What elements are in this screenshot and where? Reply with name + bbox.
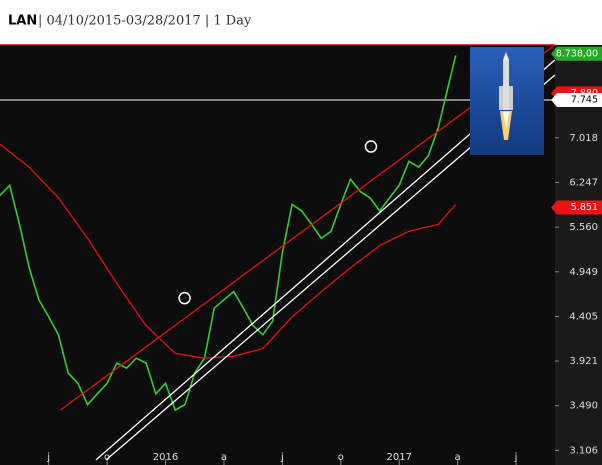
price-tag bbox=[551, 200, 602, 215]
x-tick-label: j bbox=[280, 452, 284, 463]
event-marker bbox=[364, 140, 378, 153]
y-tick-label: 7.018 bbox=[569, 133, 598, 144]
price-tag bbox=[551, 46, 602, 61]
y-tick-label: 4.949 bbox=[569, 267, 598, 278]
x-tick-label: j bbox=[514, 452, 518, 463]
chart-title: | 04/10/2015-03/28/2017 | 1 Day bbox=[38, 14, 252, 29]
price-tag-label: 5.851 bbox=[571, 202, 598, 213]
y-tick-label: 4.405 bbox=[569, 311, 598, 322]
price-tag-label: 7.745 bbox=[571, 95, 598, 106]
y-axis-area bbox=[555, 45, 602, 465]
x-tick-label: 2017 bbox=[386, 452, 411, 463]
x-tick-label: a bbox=[221, 452, 227, 463]
rocket-image bbox=[470, 47, 544, 155]
x-tick-label: j bbox=[46, 452, 50, 463]
series-line bbox=[0, 55, 457, 412]
x-tick-label: 2016 bbox=[153, 452, 178, 463]
x-tick-label: o bbox=[104, 452, 110, 463]
y-tick-label: 6.247 bbox=[569, 177, 598, 188]
event-marker bbox=[178, 291, 191, 305]
x-tick-label: a bbox=[455, 452, 461, 463]
price-tag-label: 8.738,00 bbox=[556, 48, 598, 59]
price-tag bbox=[551, 93, 602, 108]
series-line bbox=[0, 143, 457, 359]
y-tick-label: 5.560 bbox=[569, 222, 598, 233]
plot-area bbox=[0, 45, 555, 465]
y-tick-label: 3.921 bbox=[569, 356, 598, 367]
header bbox=[0, 0, 602, 45]
ticker: LAN bbox=[8, 14, 37, 29]
y-tick-label: 3.490 bbox=[569, 401, 598, 412]
x-tick-label: o bbox=[338, 452, 344, 463]
y-tick-label: 3.106 bbox=[569, 445, 598, 456]
